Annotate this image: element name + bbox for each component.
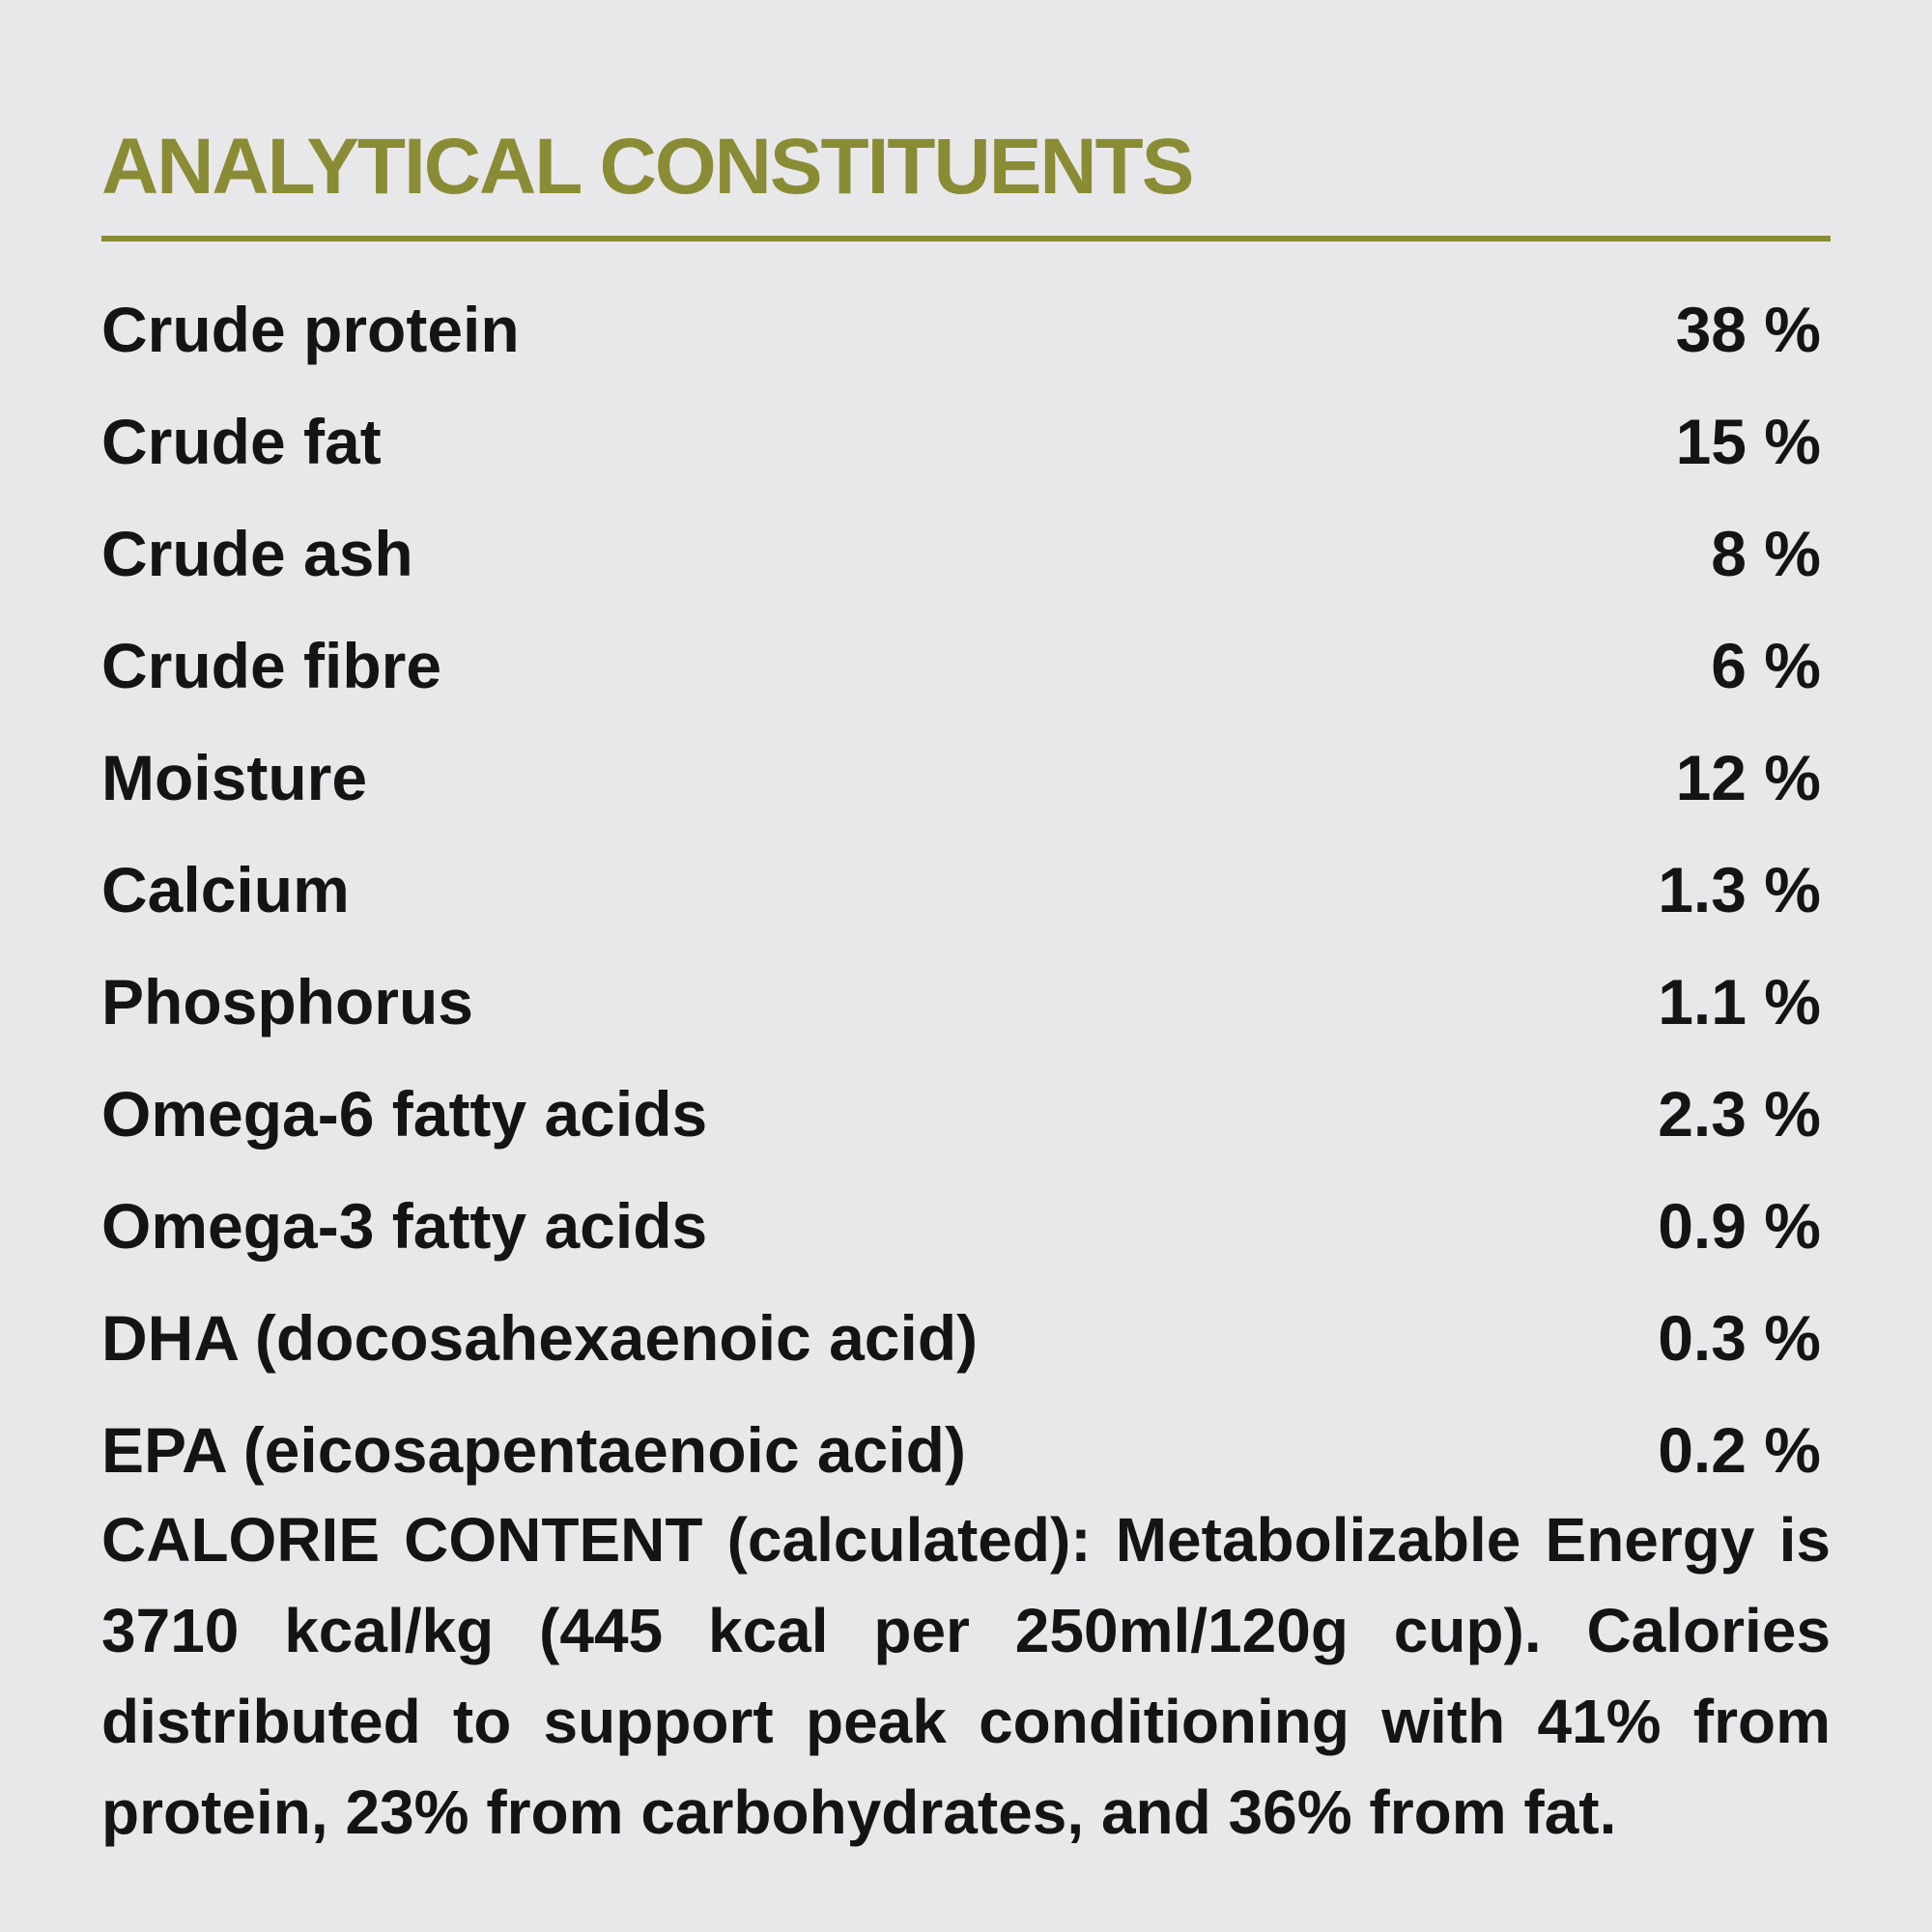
constituent-value: 38 %: [1675, 294, 1821, 365]
constituent-row: Phosphorus 1.1 %: [101, 946, 1821, 1058]
calorie-content: CALORIE CONTENT (calculated): Metaboliza…: [101, 1505, 1831, 1847]
constituent-row: Crude fibre 6 %: [101, 610, 1821, 722]
constituent-value: 2.3 %: [1658, 1078, 1821, 1150]
constituent-label: Crude ash: [101, 518, 413, 589]
constituent-row: Crude protein 38 %: [101, 273, 1821, 385]
constituent-value: 12 %: [1675, 742, 1821, 813]
constituent-label: DHA (docosahexaenoic acid): [101, 1302, 979, 1374]
constituent-row: Crude fat 15 %: [101, 385, 1821, 497]
constituent-row: Omega-3 fatty acids 0.9 %: [101, 1170, 1821, 1282]
constituent-row: Crude ash 8 %: [101, 497, 1821, 610]
title-divider: [101, 236, 1831, 242]
constituent-label: Phosphorus: [101, 966, 474, 1037]
constituent-value: 0.9 %: [1658, 1190, 1821, 1262]
constituent-label: Omega-6 fatty acids: [101, 1078, 708, 1150]
constituent-label: Crude fibre: [101, 630, 442, 701]
constituent-value: 0.3 %: [1658, 1302, 1821, 1374]
constituent-row: Moisture 12 %: [101, 722, 1821, 834]
constituent-label: Crude protein: [101, 294, 520, 365]
constituent-value: 1.1 %: [1658, 966, 1821, 1037]
constituent-value: 1.3 %: [1658, 854, 1821, 925]
constituent-value: 8 %: [1711, 518, 1821, 589]
constituent-label: Moisture: [101, 742, 368, 813]
constituent-label: Crude fat: [101, 406, 382, 477]
constituent-value: 6 %: [1711, 630, 1821, 701]
constituent-row: DHA (docosahexaenoic acid) 0.3 %: [101, 1282, 1821, 1394]
constituent-value: 15 %: [1675, 406, 1821, 477]
constituent-label: EPA (eicosapentaenoic acid): [101, 1414, 966, 1486]
constituent-row: Omega-6 fatty acids 2.3 %: [101, 1058, 1821, 1170]
constituent-row: Calcium 1.3 %: [101, 834, 1821, 946]
section-title: ANALYTICAL CONSTITUENTS: [101, 123, 1194, 211]
constituent-value: 0.2 %: [1658, 1414, 1821, 1486]
constituent-row: EPA (eicosapentaenoic acid) 0.2 %: [101, 1394, 1821, 1506]
constituents-list: Crude protein 38 % Crude fat 15 % Crude ash 8…: [101, 273, 1821, 1506]
constituent-label: Calcium: [101, 854, 350, 925]
constituent-label: Omega-3 fatty acids: [101, 1190, 708, 1262]
